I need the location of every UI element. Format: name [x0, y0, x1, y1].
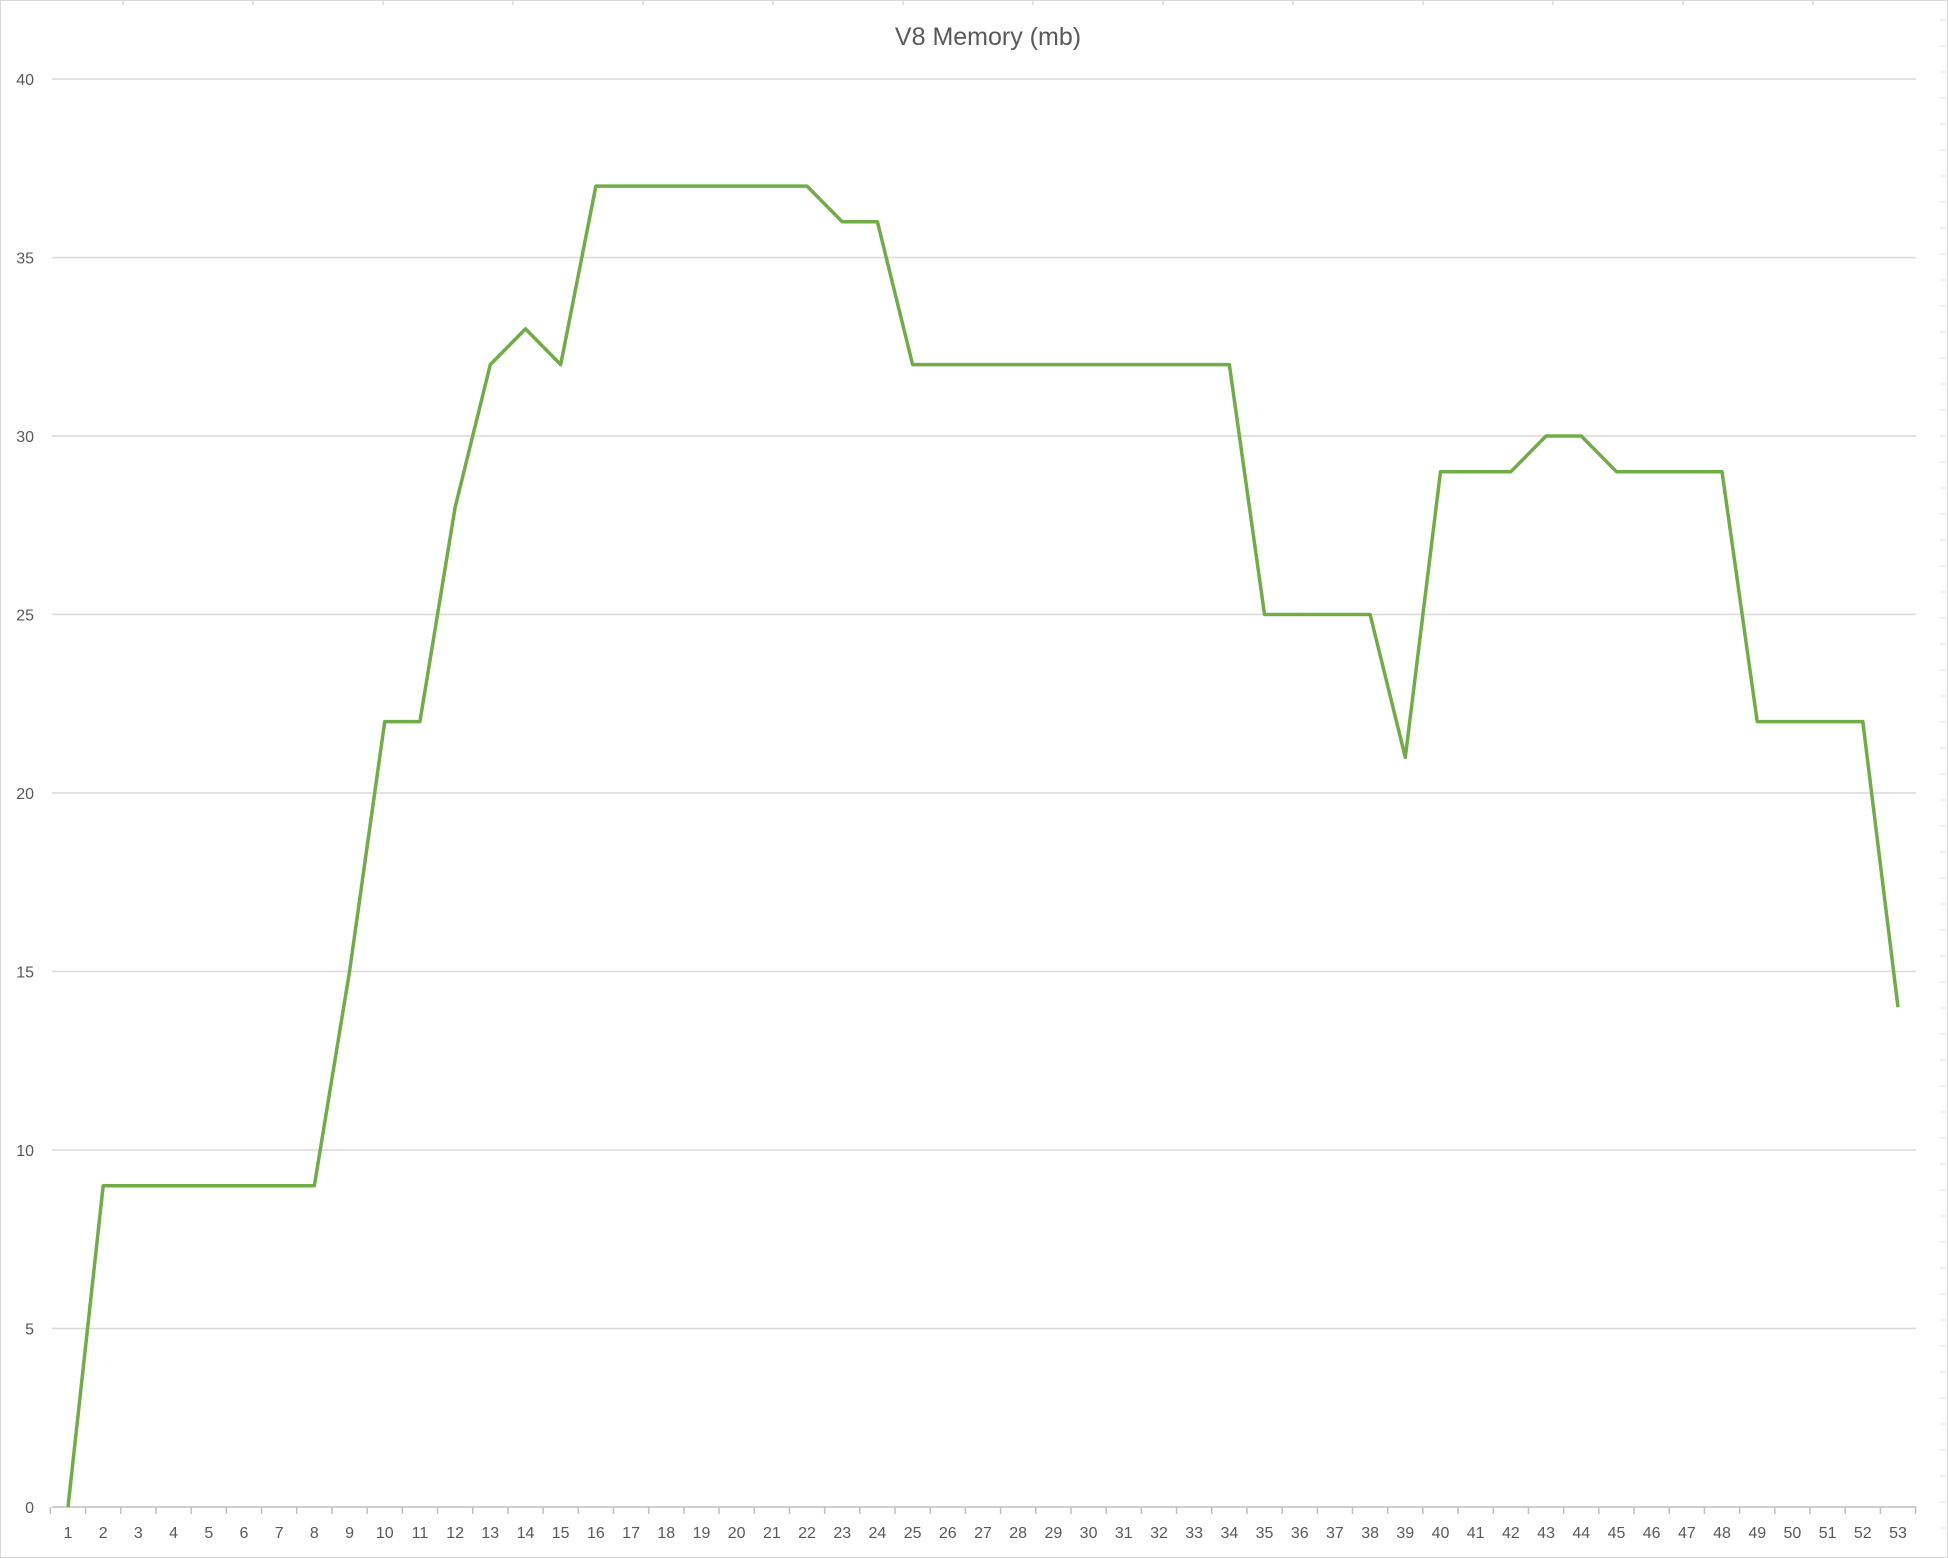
x-tick-label: 10 — [376, 1525, 394, 1542]
y-tick-label: 0 — [25, 1500, 34, 1517]
series-group — [66, 184, 1900, 1508]
x-tick-label: 17 — [622, 1525, 640, 1542]
x-tick-label: 46 — [1643, 1525, 1661, 1542]
y-tick-label: 40 — [16, 72, 34, 89]
y-tick-label: 30 — [16, 429, 34, 446]
x-tick-label: 42 — [1502, 1525, 1520, 1542]
x-tick-label: 35 — [1256, 1525, 1274, 1542]
x-tick-label: 53 — [1889, 1525, 1907, 1542]
x-tick-label: 22 — [798, 1525, 816, 1542]
x-axis-tick-labels: 1 2 3 4 5 6 7 8 9 10 11 12 13 14 15 16 17 18 19 20 21 22 23 24 2… — [64, 1525, 1907, 1542]
top-cell-ticks — [122, 0, 1814, 5]
x-tick-label: 14 — [517, 1525, 535, 1542]
y-tick-label: 20 — [16, 786, 34, 803]
y-tick-label: 15 — [16, 965, 34, 982]
x-tick-label: 32 — [1150, 1525, 1168, 1542]
x-tick-label: 43 — [1537, 1525, 1555, 1542]
x-tick-label: 37 — [1326, 1525, 1344, 1542]
y-tick-label: 35 — [16, 251, 34, 268]
right-cell-ticks — [1940, 19, 1946, 1529]
x-tick-label: 2 — [99, 1525, 108, 1542]
x-tick-label: 4 — [169, 1525, 178, 1542]
x-tick-label: 23 — [833, 1525, 851, 1542]
x-tick-label: 27 — [974, 1525, 992, 1542]
y-tick-label: 25 — [16, 608, 34, 625]
x-tick-label: 1 — [64, 1525, 73, 1542]
x-tick-label: 39 — [1396, 1525, 1414, 1542]
x-tick-label: 51 — [1819, 1525, 1837, 1542]
x-tick-label: 33 — [1185, 1525, 1203, 1542]
x-tick-label: 12 — [446, 1525, 464, 1542]
x-tick-label: 41 — [1467, 1525, 1485, 1542]
x-tick-label: 18 — [657, 1525, 675, 1542]
x-tick-label: 9 — [345, 1525, 354, 1542]
x-tick-label: 50 — [1784, 1525, 1802, 1542]
x-tick-label: 48 — [1713, 1525, 1731, 1542]
x-tick-label: 31 — [1115, 1525, 1133, 1542]
x-tick-label: 36 — [1291, 1525, 1309, 1542]
x-tick-label: 34 — [1220, 1525, 1238, 1542]
x-tick-label: 52 — [1854, 1525, 1872, 1542]
x-tick-label: 40 — [1432, 1525, 1450, 1542]
x-tick-label: 19 — [693, 1525, 711, 1542]
x-tick-label: 6 — [240, 1525, 249, 1542]
x-tick-label: 15 — [552, 1525, 570, 1542]
x-tick-label: 21 — [763, 1525, 781, 1542]
x-tick-label: 16 — [587, 1525, 605, 1542]
y-tick-label: 5 — [25, 1322, 34, 1339]
x-tick-label: 11 — [412, 1525, 429, 1542]
x-tick-label: 38 — [1361, 1525, 1379, 1542]
x-tick-label: 49 — [1748, 1525, 1766, 1542]
x-tick-label: 5 — [204, 1525, 213, 1542]
x-tick-label: 3 — [134, 1525, 143, 1542]
x-tick-label: 25 — [904, 1525, 922, 1542]
x-tick-label: 28 — [1009, 1525, 1027, 1542]
x-tick-label: 47 — [1678, 1525, 1696, 1542]
x-tick-label: 20 — [728, 1525, 746, 1542]
x-tick-label: 8 — [310, 1525, 319, 1542]
y-axis-tick-labels: 0 5 10 15 20 25 30 35 40 — [16, 72, 34, 1517]
x-tick-label: 26 — [939, 1525, 957, 1542]
x-tick-label: 30 — [1080, 1525, 1098, 1542]
chart-title: V8 Memory (mb) — [895, 23, 1081, 51]
x-tick-label: 7 — [275, 1525, 284, 1542]
x-tick-label: 29 — [1044, 1525, 1062, 1542]
x-tick-label: 45 — [1608, 1525, 1626, 1542]
gridlines — [52, 78, 1916, 1330]
x-tick-label: 13 — [481, 1525, 499, 1542]
x-axis-ticks — [49, 1507, 1917, 1514]
x-tick-label: 44 — [1572, 1525, 1590, 1542]
y-tick-label: 10 — [16, 1143, 34, 1160]
x-tick-label: 24 — [869, 1525, 887, 1542]
